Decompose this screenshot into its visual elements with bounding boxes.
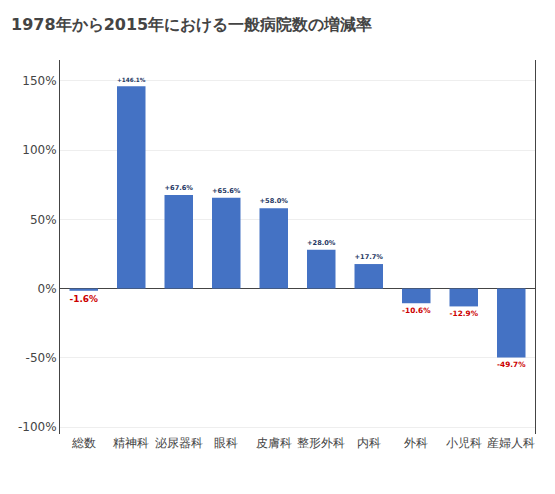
svg-text:総数: 総数 — [71, 436, 96, 450]
svg-text:+17.7%: +17.7% — [355, 253, 384, 261]
svg-text:150%: 150% — [22, 74, 56, 88]
svg-text:-49.7%: -49.7% — [497, 360, 526, 369]
svg-text:+146.1%: +146.1% — [117, 77, 146, 83]
svg-text:眼科: 眼科 — [214, 436, 238, 450]
svg-text:産婦人科: 産婦人科 — [487, 436, 535, 450]
svg-text:1978年から2015年における一般病院数の増減率: 1978年から2015年における一般病院数の増減率 — [11, 15, 372, 34]
svg-text:-100%: -100% — [18, 420, 57, 434]
svg-text:+58.0%: +58.0% — [260, 197, 289, 205]
svg-text:-1.6%: -1.6% — [70, 294, 99, 304]
svg-text:内科: 内科 — [357, 436, 381, 450]
svg-text:-10.6%: -10.6% — [402, 306, 431, 315]
svg-text:0%: 0% — [38, 282, 57, 296]
svg-text:-12.9%: -12.9% — [450, 309, 479, 318]
svg-text:50%: 50% — [30, 213, 57, 227]
svg-text:外科: 外科 — [404, 436, 428, 450]
svg-text:-50%: -50% — [26, 351, 57, 365]
svg-text:+28.0%: +28.0% — [307, 239, 336, 247]
svg-text:+67.6%: +67.6% — [165, 184, 194, 192]
svg-text:整形外科: 整形外科 — [297, 436, 345, 450]
svg-text:100%: 100% — [22, 143, 56, 157]
svg-text:小児科: 小児科 — [446, 436, 482, 450]
svg-text:皮膚科: 皮膚科 — [256, 436, 292, 450]
svg-text:泌尿器科: 泌尿器科 — [155, 436, 203, 450]
svg-text:精神科: 精神科 — [113, 436, 149, 450]
svg-text:+65.6%: +65.6% — [212, 187, 241, 195]
